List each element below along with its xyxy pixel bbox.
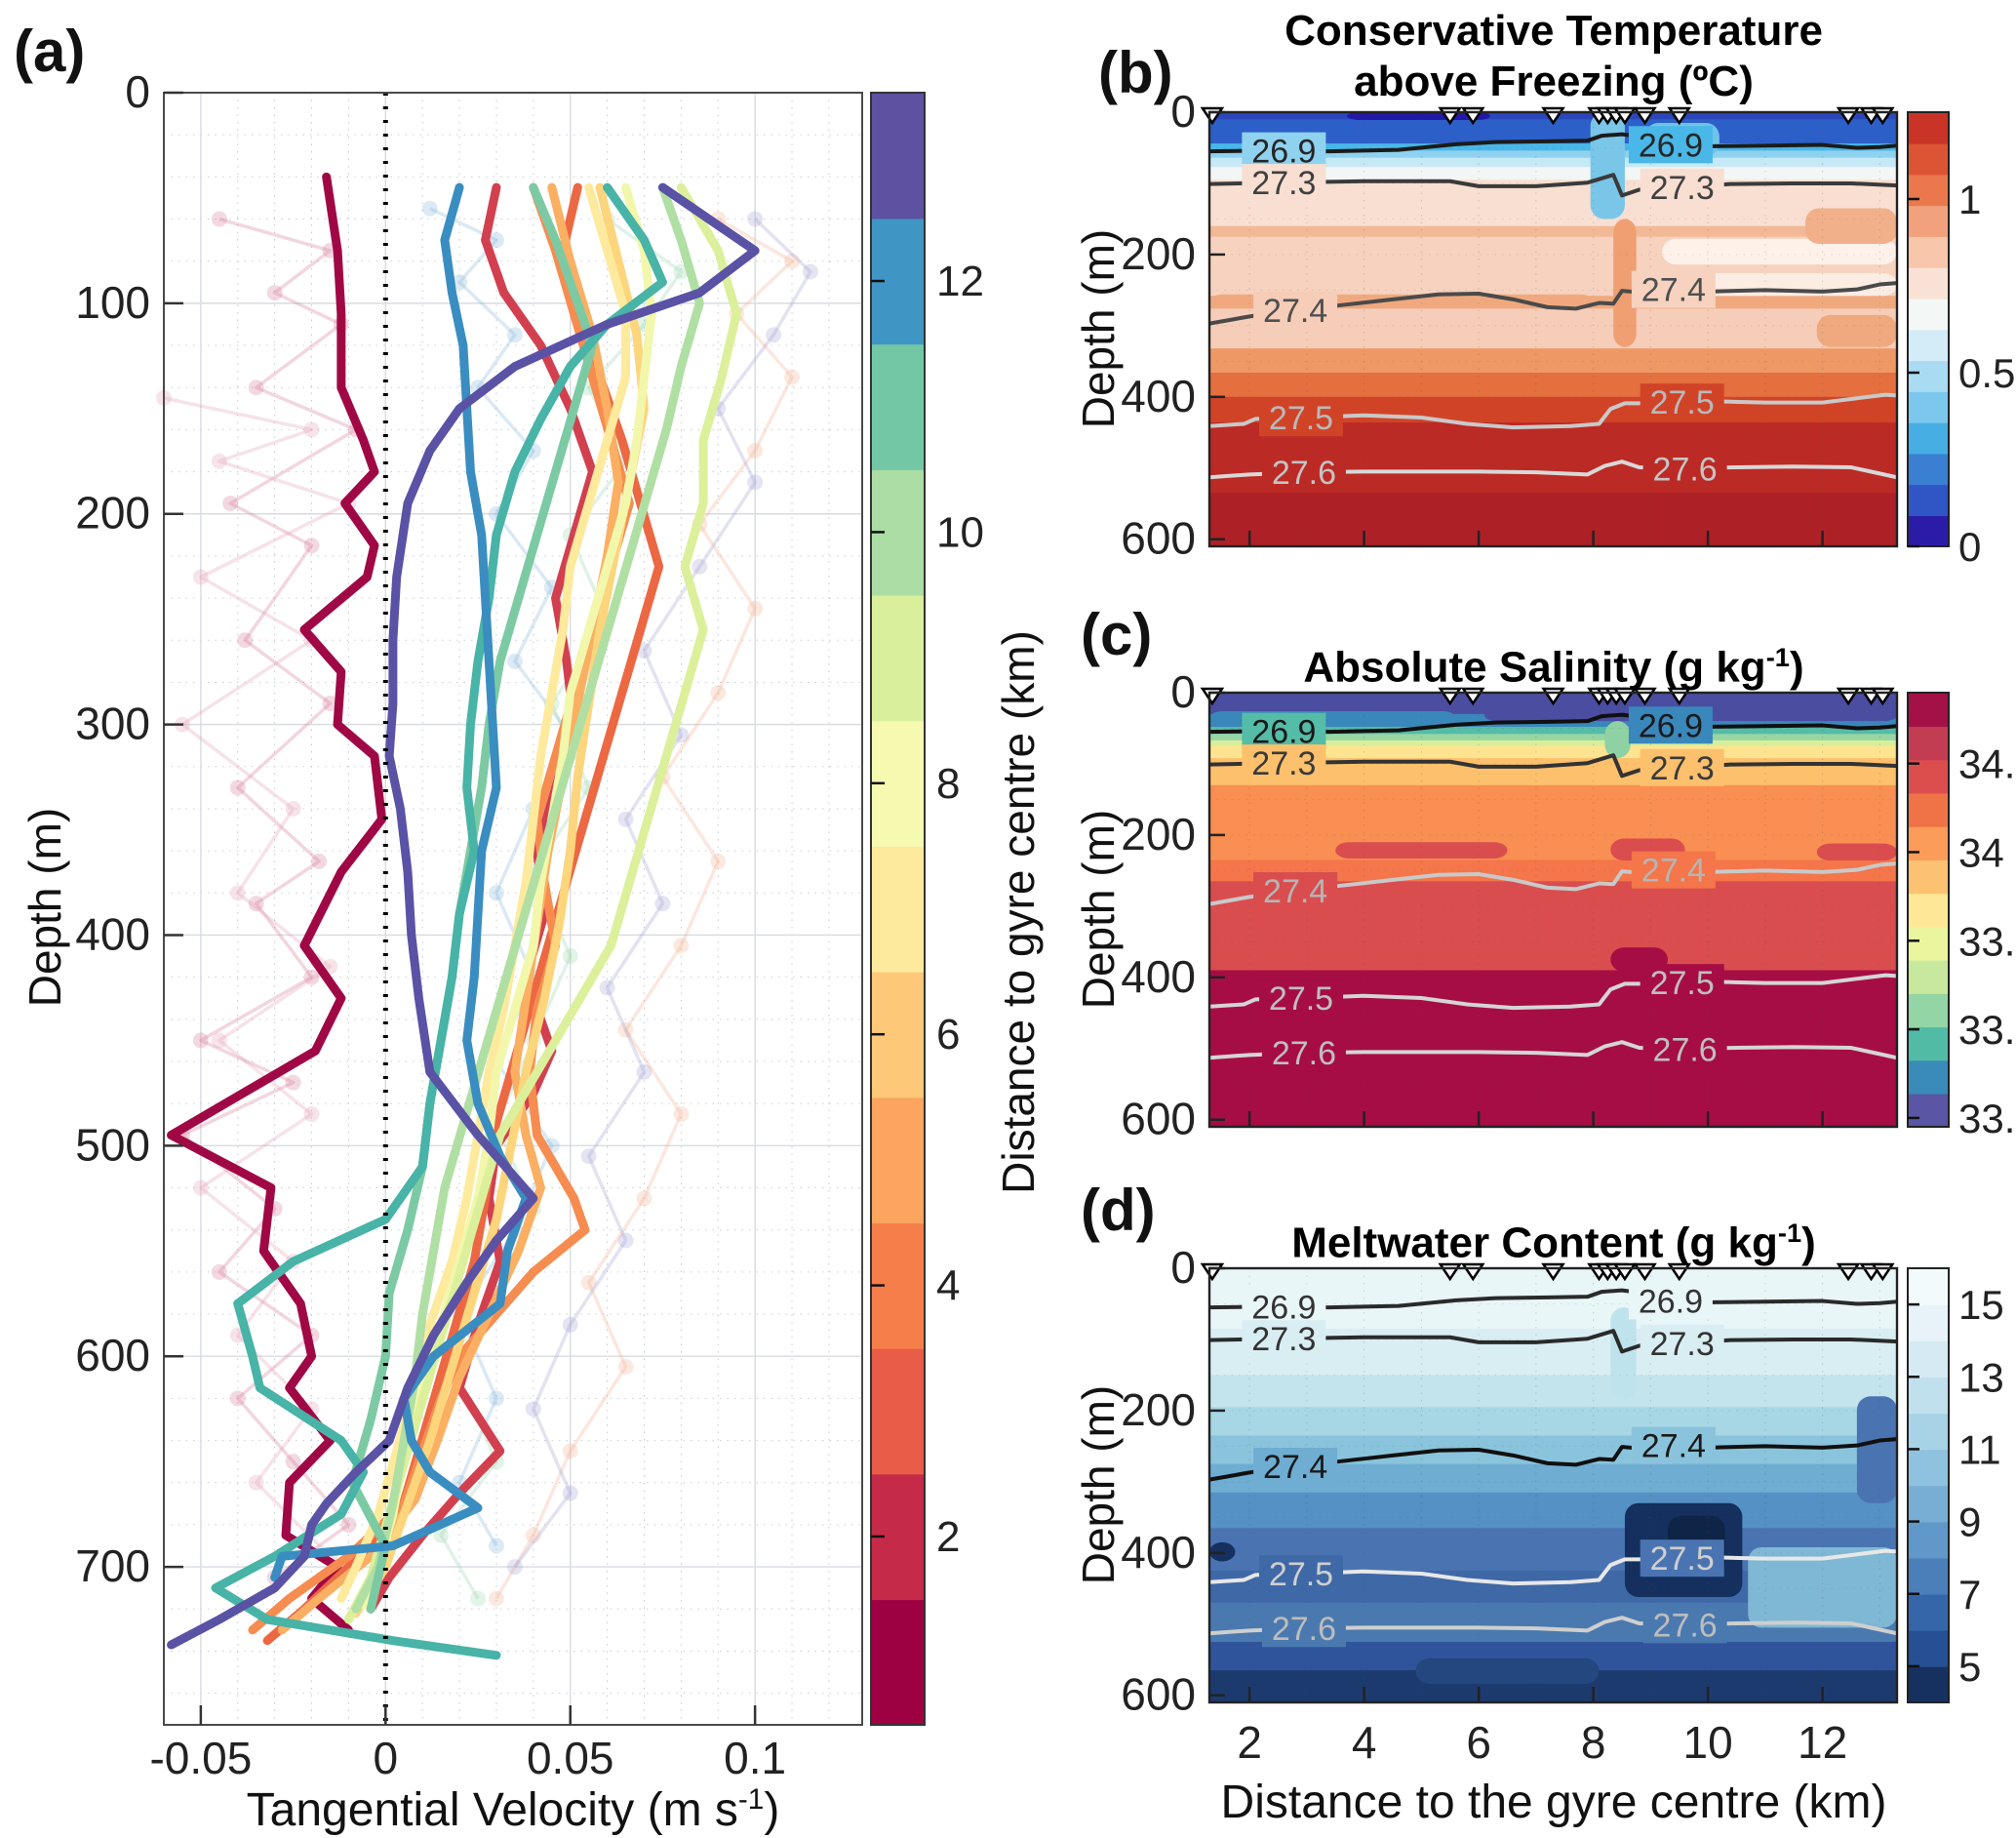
svg-text:26.9: 26.9 (1639, 127, 1703, 164)
svg-text:400: 400 (75, 908, 150, 959)
svg-text:100: 100 (75, 277, 150, 328)
svg-text:0.1: 0.1 (724, 1733, 786, 1783)
panel-c-title: Absolute Salinity (g kg-1) (1303, 642, 1804, 692)
svg-text:8: 8 (936, 760, 960, 808)
svg-text:2: 2 (936, 1513, 960, 1561)
panel-a-label: (a) (14, 19, 86, 84)
svg-text:33.6: 33.6 (1958, 1007, 2016, 1053)
svg-text:0: 0 (1170, 86, 1196, 137)
svg-text:300: 300 (75, 699, 150, 749)
svg-text:33.8: 33.8 (1958, 918, 2016, 964)
svg-text:27.6: 27.6 (1653, 451, 1718, 488)
svg-text:0.5: 0.5 (1958, 350, 2015, 396)
svg-text:600: 600 (1121, 1669, 1196, 1720)
svg-text:200: 200 (1121, 1384, 1196, 1435)
svg-text:27.6: 27.6 (1272, 1611, 1336, 1648)
svg-text:10: 10 (936, 508, 984, 556)
svg-text:27.3: 27.3 (1251, 165, 1316, 202)
panel-d-xlabel: Distance to the gyre centre (km) (1220, 1777, 1887, 1828)
svg-text:4: 4 (1352, 1717, 1377, 1768)
svg-text:27.5: 27.5 (1650, 965, 1715, 1002)
svg-text:0: 0 (1958, 524, 1981, 570)
svg-text:27.6: 27.6 (1653, 1031, 1718, 1068)
svg-text:27.6: 27.6 (1272, 455, 1336, 492)
svg-text:0: 0 (1170, 666, 1196, 717)
svg-text:34.2: 34.2 (1958, 741, 2016, 787)
svg-text:0.05: 0.05 (527, 1733, 614, 1783)
svg-text:600: 600 (75, 1330, 150, 1380)
svg-text:0: 0 (125, 66, 150, 117)
svg-text:27.5: 27.5 (1650, 384, 1715, 421)
svg-text:27.3: 27.3 (1650, 750, 1715, 787)
svg-text:5: 5 (1958, 1644, 1981, 1690)
svg-text:600: 600 (1121, 513, 1196, 564)
svg-text:27.4: 27.4 (1263, 873, 1327, 910)
panel-b-label: (b) (1098, 40, 1173, 105)
panel-d-title: Meltwater Content (g kg-1) (1291, 1218, 1816, 1267)
svg-text:2: 2 (1237, 1717, 1262, 1768)
svg-text:4: 4 (936, 1262, 960, 1310)
svg-text:27.4: 27.4 (1641, 1428, 1706, 1465)
svg-text:27.3: 27.3 (1251, 1321, 1316, 1358)
panel-c-label: (c) (1081, 602, 1153, 667)
svg-text:0: 0 (1170, 1242, 1196, 1293)
svg-text:27.3: 27.3 (1251, 745, 1316, 782)
svg-text:7: 7 (1958, 1572, 1981, 1618)
svg-text:400: 400 (1121, 371, 1196, 421)
svg-text:15: 15 (1958, 1282, 2004, 1328)
svg-text:400: 400 (1121, 1527, 1196, 1578)
svg-text:27.3: 27.3 (1650, 170, 1715, 207)
svg-text:8: 8 (1581, 1717, 1606, 1768)
svg-text:27.5: 27.5 (1650, 1540, 1715, 1578)
svg-text:12: 12 (936, 258, 984, 305)
svg-text:13: 13 (1958, 1354, 2004, 1400)
svg-text:10: 10 (1683, 1717, 1733, 1768)
svg-text:700: 700 (75, 1540, 150, 1591)
svg-text:27.4: 27.4 (1641, 853, 1706, 890)
panel-b-title: Conservative Temperature above Freezing (… (1285, 7, 1823, 105)
svg-text:27.3: 27.3 (1650, 1326, 1715, 1363)
svg-text:0: 0 (374, 1733, 399, 1783)
svg-text:27.4: 27.4 (1641, 272, 1706, 309)
svg-text:27.6: 27.6 (1272, 1035, 1336, 1072)
svg-text:26.9: 26.9 (1639, 1283, 1703, 1320)
svg-text:6: 6 (1466, 1717, 1491, 1768)
svg-text:26.9: 26.9 (1639, 707, 1703, 744)
svg-text:34: 34 (1958, 829, 2004, 875)
svg-text:27.4: 27.4 (1263, 1449, 1327, 1486)
panel-a-xlabel: Tangential Velocity (m s-1) (246, 1783, 780, 1836)
svg-text:9: 9 (1958, 1499, 1981, 1545)
svg-text:27.6: 27.6 (1653, 1607, 1718, 1644)
svg-text:27.5: 27.5 (1269, 1556, 1333, 1593)
svg-text:27.4: 27.4 (1263, 293, 1327, 330)
svg-text:27.5: 27.5 (1269, 400, 1333, 437)
svg-text:12: 12 (1798, 1717, 1847, 1768)
svg-text:400: 400 (1121, 951, 1196, 1002)
panel-a-plot: -0.05 0 0.05 0.1 0 100 200 300 400 500 600 700 2 4 6 8 1… (75, 66, 984, 1783)
panels-bcd-plots: 26.9 26.9 27.3 27.3 27.4 27.4 27.5 27.5 27.6 27.6… (1121, 86, 2016, 1768)
svg-text:200: 200 (1121, 809, 1196, 859)
svg-text:6: 6 (936, 1011, 960, 1059)
svg-text:600: 600 (1121, 1094, 1196, 1144)
svg-text:500: 500 (75, 1119, 150, 1170)
svg-text:-0.05: -0.05 (149, 1733, 252, 1783)
svg-text:1: 1 (1958, 177, 1981, 222)
svg-text:33.4: 33.4 (1958, 1096, 2016, 1141)
svg-text:200: 200 (75, 488, 150, 539)
svg-text:200: 200 (1121, 228, 1196, 279)
panel-d-label: (d) (1081, 1178, 1156, 1243)
svg-text:11: 11 (1958, 1426, 2001, 1472)
svg-text:27.5: 27.5 (1269, 980, 1333, 1018)
